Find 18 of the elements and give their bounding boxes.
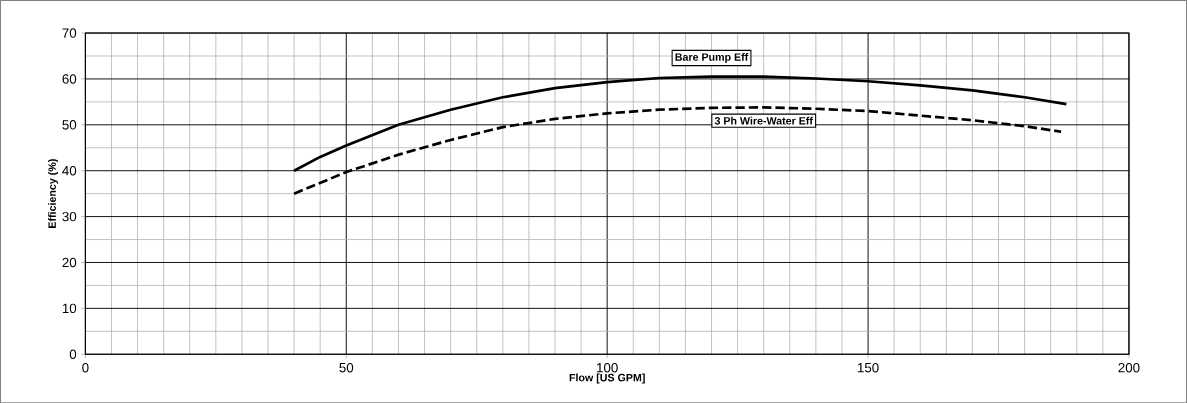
- y-tick-label: 50: [62, 119, 77, 130]
- x-tick-label: 200: [1118, 362, 1140, 373]
- x-tick-label: 0: [82, 362, 89, 373]
- series-label: Bare Pump Eff: [675, 52, 749, 63]
- y-tick-label: 10: [62, 303, 77, 313]
- y-tick-label: 20: [62, 257, 77, 268]
- y-tick-label: 30: [62, 211, 77, 222]
- series-label: 3 Ph Wire-Water Eff: [714, 116, 813, 125]
- y-axis-title: Efficiency (%): [48, 159, 59, 228]
- y-tick-label: 60: [62, 74, 77, 84]
- y-tick-label: 70: [62, 28, 77, 38]
- x-axis-title: Flow [US GPM]: [569, 373, 645, 384]
- y-tick-label: 40: [62, 165, 77, 176]
- line-series: [292, 75, 1068, 172]
- y-tick-label: 0: [69, 349, 77, 359]
- x-tick-label: 50: [339, 362, 354, 373]
- x-tick-label: 150: [857, 362, 879, 373]
- x-tick-label: 100: [597, 362, 618, 373]
